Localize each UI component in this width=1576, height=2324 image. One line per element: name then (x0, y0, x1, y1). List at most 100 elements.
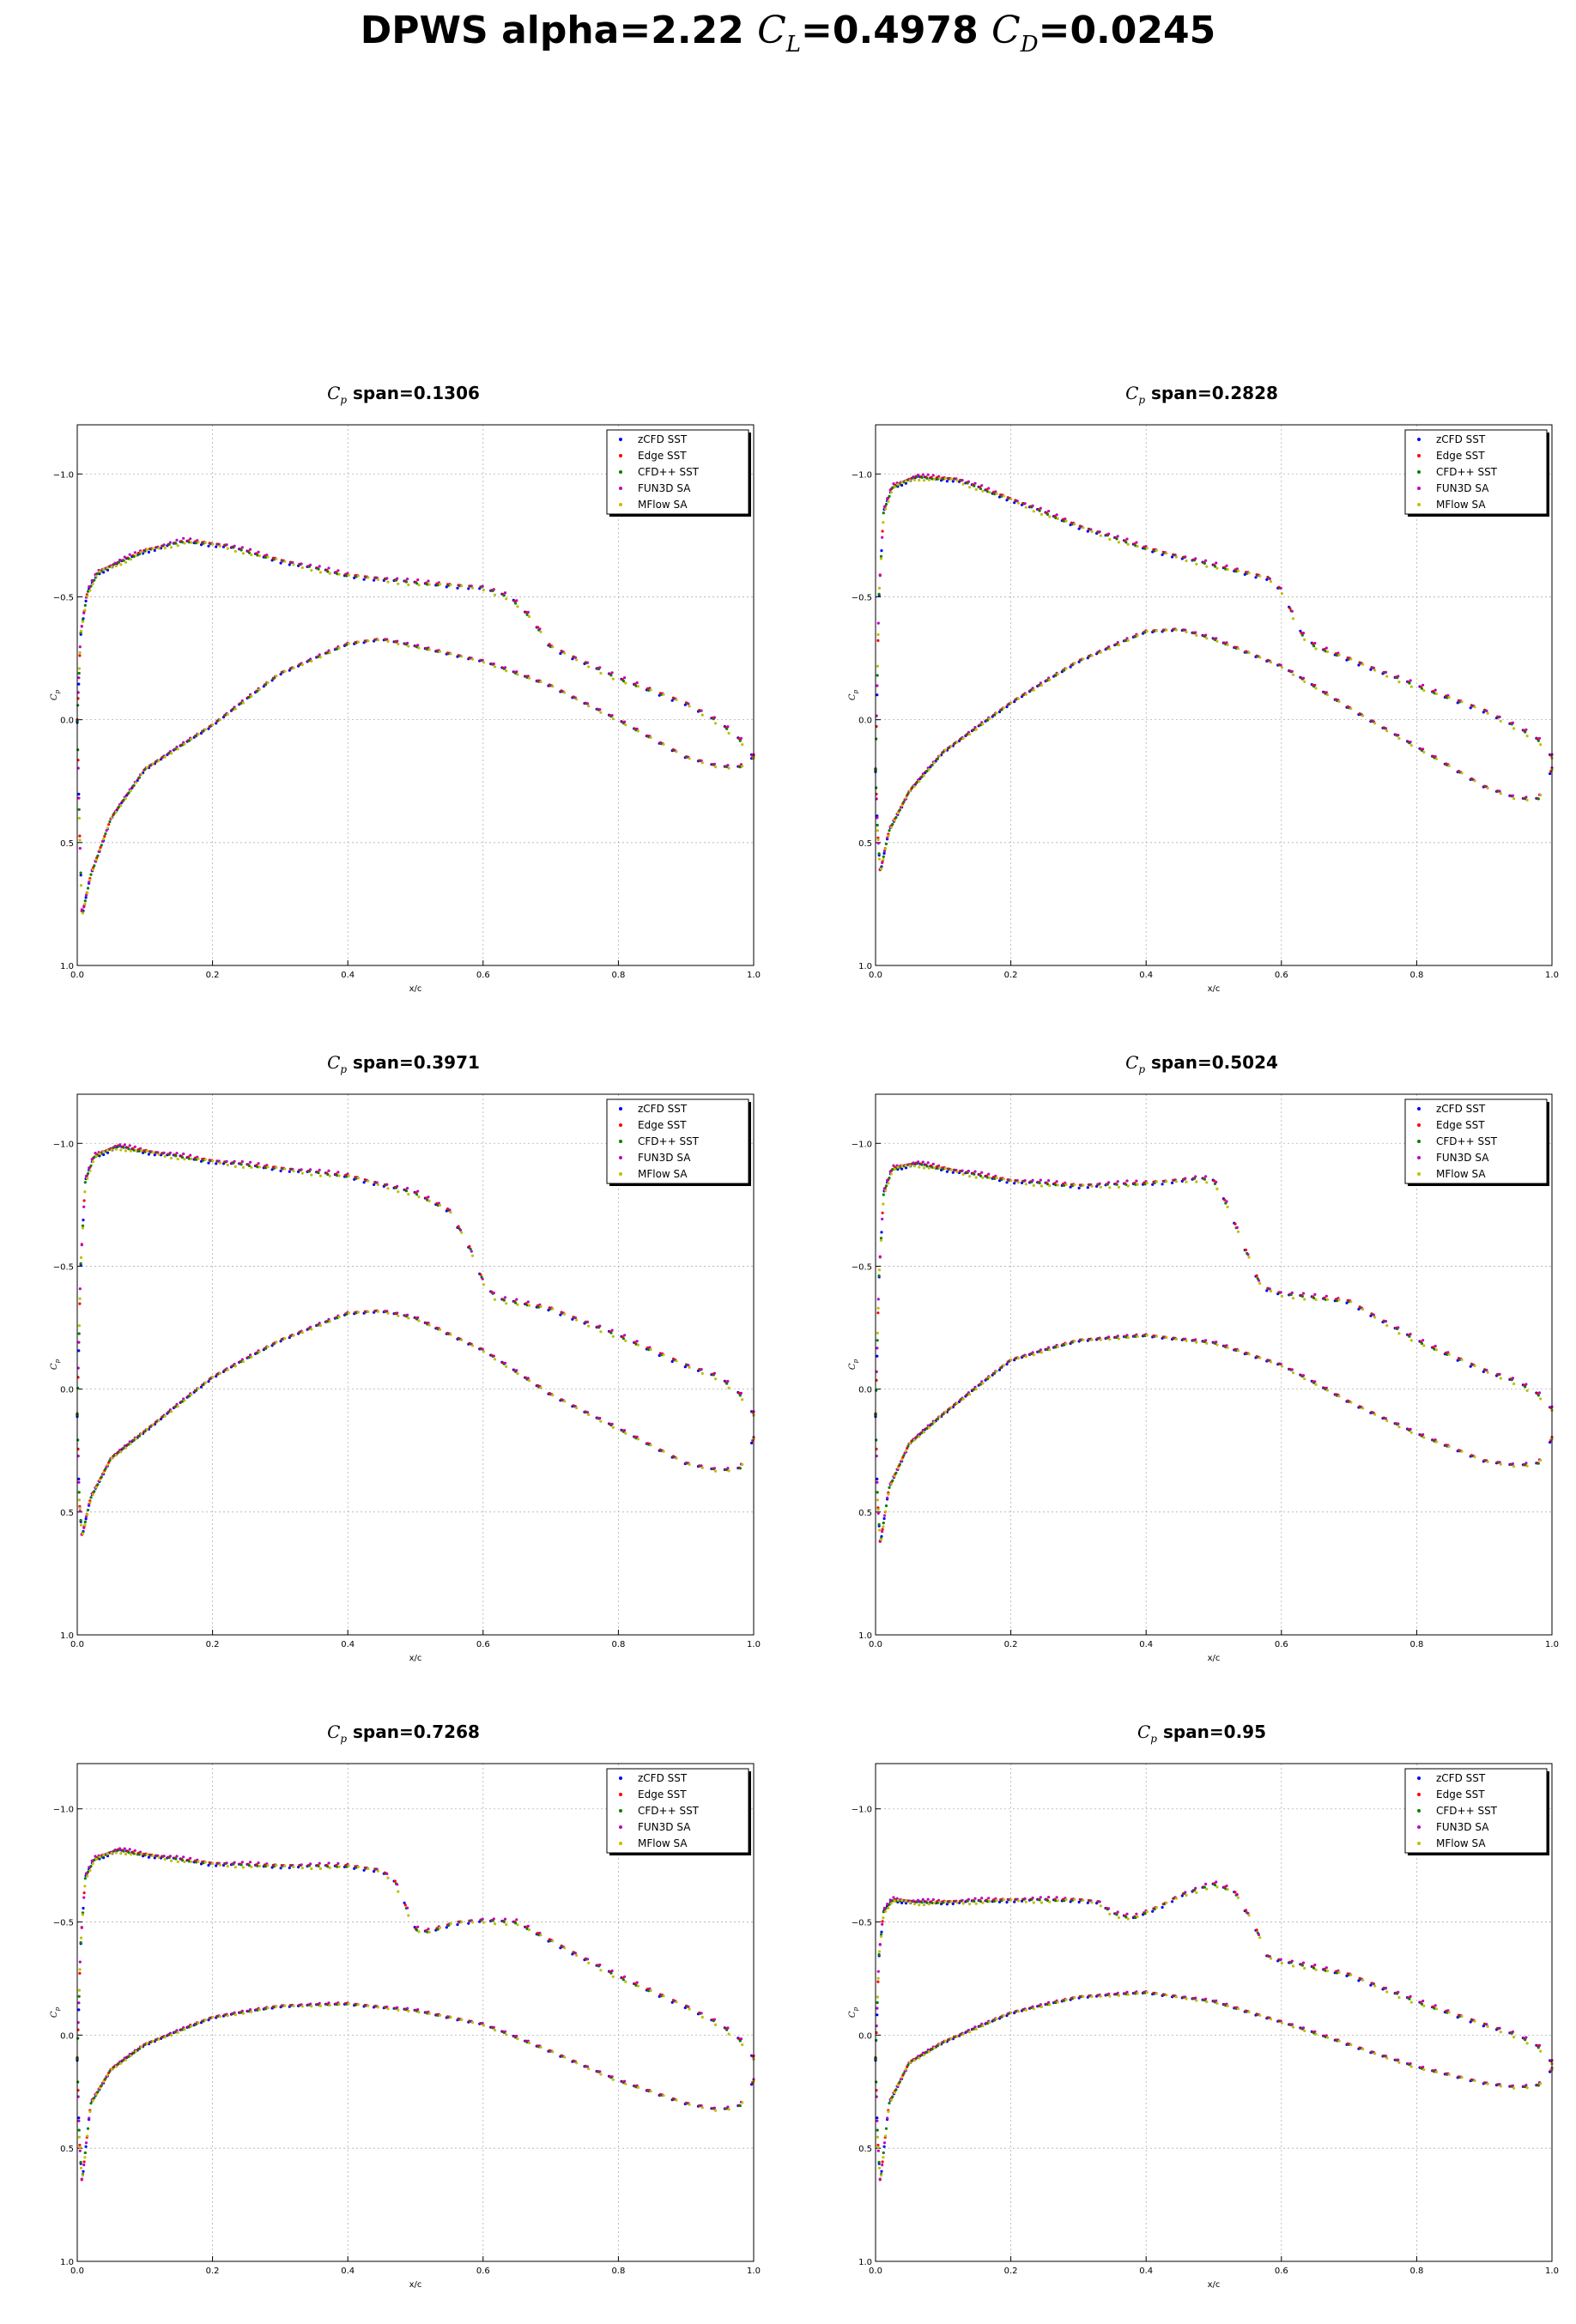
data-point (233, 549, 237, 554)
data-point (922, 1431, 926, 1434)
data-point (78, 1297, 82, 1300)
data-point (83, 1885, 87, 1888)
data-point (1082, 1338, 1085, 1341)
data-point (247, 1164, 251, 1167)
data-point (218, 2015, 221, 2018)
data-point (292, 563, 295, 566)
data-point (1171, 1181, 1174, 1184)
data-point (1255, 1928, 1258, 1932)
data-point (240, 2009, 244, 2012)
y-tick-label: −1.0 (53, 1140, 74, 1149)
data-point (481, 584, 484, 588)
data-point (898, 2080, 901, 2084)
data-point (300, 1863, 303, 1867)
data-point (912, 1161, 915, 1165)
data-point (91, 582, 94, 585)
data-point (1086, 1186, 1089, 1189)
data-point (79, 1256, 83, 1259)
data-point (980, 484, 984, 487)
data-point (1372, 666, 1375, 669)
data-point (98, 2086, 101, 2090)
data-point (587, 705, 591, 708)
data-point (1090, 1338, 1094, 1341)
data-point (180, 541, 185, 544)
legend-box (606, 429, 749, 515)
data-point (920, 775, 924, 778)
data-point (1046, 1347, 1049, 1352)
cp-plot: 0.0 0.2 0.4 0.6 0.8 1.0−1.0−0.50.00.51.0x/cCp… (848, 424, 1559, 994)
y-tick-label: 0.5 (858, 839, 872, 849)
data-point (283, 1864, 287, 1867)
data-point (270, 679, 274, 682)
data-point (662, 742, 665, 746)
data-point (113, 1145, 117, 1148)
data-point (190, 1157, 193, 1160)
data-point (888, 494, 891, 498)
data-point (309, 657, 312, 661)
data-point (502, 1298, 506, 1302)
data-point (1195, 1180, 1198, 1183)
data-point (250, 2010, 253, 2013)
y-tick-label: 0.0 (60, 717, 74, 726)
data-point (279, 1169, 282, 1172)
x-tick-label: 1.0 (747, 1640, 761, 1649)
panel-title-subscript: p (340, 1733, 348, 1745)
data-point (226, 547, 229, 550)
data-point (1212, 1179, 1215, 1183)
data-point (250, 1165, 253, 1169)
data-point (132, 1852, 136, 1855)
data-point (132, 1148, 136, 1152)
data-point (190, 1393, 193, 1396)
data-point (882, 1525, 885, 1528)
legend-entry: MFlow SA (638, 1837, 688, 1849)
data-point (449, 1211, 452, 1214)
data-point (1174, 628, 1178, 632)
data-point (264, 1865, 268, 1868)
data-point (634, 684, 638, 687)
data-point (386, 1311, 390, 1315)
x-tick-label: 0.4 (1139, 1640, 1153, 1649)
data-point (882, 2141, 887, 2145)
plot-frame (76, 424, 755, 966)
data-point (326, 1320, 330, 1323)
data-point (1279, 1362, 1282, 1365)
data-point (893, 819, 896, 822)
data-point (417, 1319, 421, 1322)
data-point (175, 1402, 179, 1406)
data-point (1031, 1178, 1034, 1182)
data-point (247, 1864, 251, 1867)
data-point (961, 479, 964, 482)
data-point (211, 1375, 215, 1379)
x-tick-label: 0.0 (70, 971, 84, 980)
data-point (675, 2098, 678, 2102)
data-point (438, 1203, 442, 1207)
x-tick-label: 0.8 (611, 971, 625, 980)
data-point (930, 2048, 934, 2051)
data-point (1409, 1431, 1413, 1434)
data-point (539, 680, 543, 684)
data-point (180, 1156, 185, 1159)
data-point (492, 588, 495, 591)
data-point (93, 1155, 96, 1159)
data-point (250, 1355, 253, 1359)
data-point (993, 1177, 997, 1180)
data-point (876, 1498, 879, 1502)
data-point (460, 1338, 464, 1341)
data-point (258, 1350, 261, 1353)
data-point (1269, 1360, 1273, 1364)
data-point (427, 1195, 430, 1199)
data-point (79, 884, 83, 887)
data-point (1235, 1892, 1239, 1897)
data-point (1073, 1340, 1076, 1343)
data-point (1537, 2046, 1540, 2049)
y-axis-label-symbol: C (50, 2011, 59, 2018)
data-point (527, 1304, 531, 1307)
data-point (80, 908, 83, 911)
data-point (922, 479, 926, 482)
data-point (1174, 1337, 1178, 1341)
data-point (90, 578, 94, 583)
data-point (1539, 793, 1543, 797)
data-point (189, 1856, 192, 1860)
data-point (240, 1159, 244, 1164)
data-point (575, 1407, 579, 1410)
